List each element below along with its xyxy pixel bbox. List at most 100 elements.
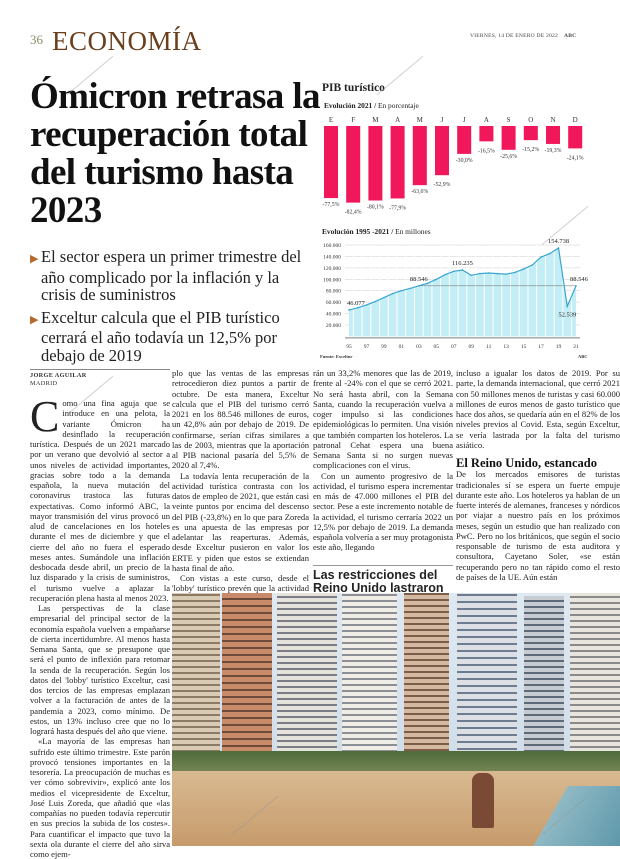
paragraph-text: «La mayoría de las empresas han sufrido … [30, 736, 170, 859]
bar [368, 126, 383, 201]
paragraph-text: Con un aumento progresivo de la activida… [313, 470, 453, 553]
bar [346, 126, 361, 203]
section-subhead: El Reino Unido, estancado [456, 456, 597, 470]
bar [568, 126, 583, 149]
byline: JORGE AGUILAR MADRID [30, 372, 170, 388]
chart1-subtitle: Evolución 2021 / En porcentaje [324, 101, 419, 110]
x-tick-label: 13 [503, 344, 509, 350]
subtitle-unit: En porcentaje [376, 101, 419, 110]
bar [390, 126, 405, 199]
paragraph-text: incluso a igualar los datos de 2019. Por… [456, 368, 620, 450]
bar-value-label: -82,4% [345, 210, 362, 216]
bar [457, 126, 472, 154]
month-label: A [395, 116, 400, 124]
bar-value-label: -25,6% [500, 154, 517, 160]
bar-value-label: -77,9% [389, 205, 406, 211]
month-label: J [463, 116, 466, 124]
paragraph: incluso a igualar los datos de 2019. Por… [456, 368, 620, 450]
bar [435, 126, 449, 176]
data-point [557, 247, 560, 249]
paragraph-text: Las perspectivas de la clase empresarial… [30, 603, 170, 736]
place: MADRID [30, 380, 58, 387]
annotation-label: 116.235 [452, 260, 473, 267]
lead-column: Ómicron retrasa la recuperación total de… [30, 78, 321, 859]
x-tick-label: 01 [399, 344, 405, 350]
data-point [522, 268, 525, 270]
paragraph-text: plo que las ventas de las empresas retro… [172, 368, 309, 471]
annotation-label: 88.546 [570, 276, 589, 283]
paragraph: «La mayoría de las empresas han sufrido … [30, 736, 170, 859]
month-label: A [484, 116, 489, 124]
bar-value-label: -24,1% [567, 155, 584, 161]
x-tick-label: 21 [573, 344, 579, 350]
y-tick-label: 40.000 [326, 312, 341, 318]
paragraph: Las perspectivas de la clase empresarial… [30, 603, 170, 736]
annotation-label: 154.738 [548, 238, 569, 245]
data-point [435, 278, 438, 281]
data-point [348, 309, 350, 311]
author: JORGE AGUILAR [30, 372, 87, 379]
subtitle-bold: Evolución 1995 -2021 / [322, 227, 394, 236]
month-label: M [417, 116, 424, 124]
headline: Ómicron retrasa la recuperación total de… [30, 76, 321, 231]
paragraph-text: La todavía lenta recuperación de la acti… [172, 470, 309, 573]
x-tick-label: 03 [416, 344, 422, 350]
x-tick-label: 19 [556, 344, 562, 350]
page-date: VIERNES, 14 DE ENERO DE 2022 ABC [470, 33, 576, 39]
source-label: Fuente: Exceltur [320, 354, 352, 359]
bar-value-label: -63,6% [411, 189, 428, 195]
data-point [548, 252, 551, 255]
data-point [566, 305, 569, 308]
paragraph: rán un 33,2% menores que las de 2019, fr… [313, 368, 453, 471]
data-point [400, 289, 403, 292]
x-tick-label: 95 [346, 344, 352, 350]
y-tick-label: 120.000 [323, 266, 341, 272]
data-point [514, 271, 516, 274]
x-tick-label: 17 [538, 344, 544, 350]
data-point [356, 307, 359, 309]
data-point [383, 296, 385, 299]
chart2-subtitle: Evolución 1995 -2021 / En millones [322, 227, 431, 236]
divider [30, 369, 170, 370]
triangle-bullet-icon: ▶ [30, 253, 39, 265]
paragraph: La todavía lenta recuperación de la acti… [172, 471, 309, 574]
data-point [409, 287, 411, 290]
triangle-bullet-icon: ▶ [30, 313, 39, 326]
beach-photo [172, 593, 620, 846]
data-point [426, 282, 429, 285]
credit-label: ABC [578, 354, 588, 359]
bar-value-label: -15,2% [522, 147, 539, 153]
bar-chart-2021: E -77,5% F -82,4% M -80,1% A -77,9% M -63,6% J -52,… [323, 116, 584, 216]
bar [324, 126, 338, 199]
annotation-label: 46.077 [347, 300, 366, 307]
data-point [496, 272, 499, 275]
bar-value-label: -19,3% [545, 148, 562, 154]
date-text: VIERNES, 14 DE ENERO DE 2022 [470, 33, 558, 39]
x-tick-label: 99 [381, 344, 387, 350]
subhead-2: ▶ Exceltur calcula que el PIB turístico c… [30, 308, 310, 365]
month-label: F [351, 116, 355, 124]
y-tick-label: 80.000 [326, 289, 341, 295]
subtitle-bold: Evolución 2021 / [324, 101, 377, 110]
article-column-4: incluso a igualar los datos de 2019. Por… [456, 368, 620, 582]
x-tick-label: 97 [364, 344, 370, 350]
data-point [391, 292, 394, 295]
data-point [374, 300, 376, 303]
data-point [452, 270, 455, 273]
bar [523, 126, 538, 141]
chart-title: PIB turístico [322, 82, 385, 94]
y-tick-label: 100.000 [323, 277, 341, 283]
month-label: E [329, 116, 333, 124]
bar [501, 126, 516, 150]
month-label: S [507, 116, 511, 124]
data-point [505, 273, 507, 275]
data-point [461, 269, 464, 271]
data-point [540, 256, 542, 258]
data-point [575, 285, 577, 287]
month-label: M [372, 116, 379, 124]
annotation-label: 88.546 [410, 276, 429, 283]
bar-value-label: -30,0% [456, 158, 473, 164]
paragraph-text: omo una fina aguja que se introduce en u… [30, 398, 170, 603]
